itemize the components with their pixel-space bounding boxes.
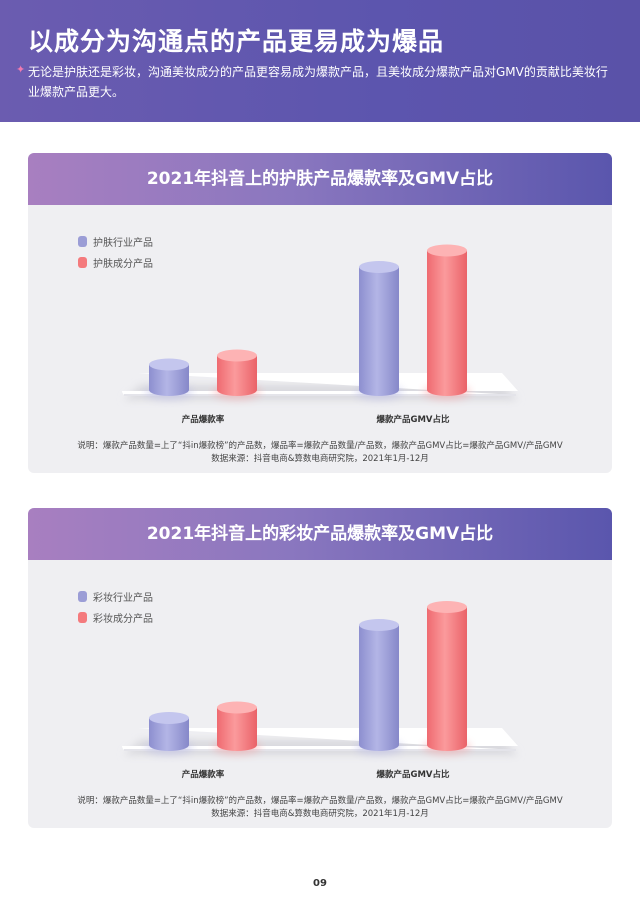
legend-label: 护肤成分产品 <box>93 259 153 270</box>
legend-swatch <box>78 591 87 602</box>
legend-item: 彩妆行业产品 <box>78 586 153 607</box>
page-number: 09 <box>313 878 327 889</box>
chart-legend: 彩妆行业产品 彩妆成分产品 <box>78 586 153 628</box>
x-tick-label: 爆款产品GMV占比 <box>376 414 450 425</box>
bar <box>427 250 467 396</box>
legend-label: 护肤行业产品 <box>93 238 153 249</box>
chart-svg: 产品爆款率 爆款产品GMV占比 <box>122 601 518 780</box>
page-header: 以成分为沟通点的产品更易成为爆品 ✦ 无论是护肤还是彩妆，沟通美妆成分的产品更容… <box>0 0 640 122</box>
x-tick-label: 产品爆款率 <box>182 414 225 425</box>
page-subtitle: 无论是护肤还是彩妆，沟通美妆成分的产品更容易成为爆款产品，且美妆成分爆款产品对G… <box>28 65 608 99</box>
bar-top <box>427 244 467 257</box>
chart-header: 2021年抖音上的彩妆产品爆款率及GMV占比 <box>28 508 612 560</box>
legend-swatch <box>78 236 87 247</box>
legend-item: 护肤成分产品 <box>78 252 153 273</box>
bar <box>359 625 399 751</box>
chart-header: 2021年抖音上的护肤产品爆款率及GMV占比 <box>28 153 612 205</box>
page-title: 以成分为沟通点的产品更易成为爆品 <box>28 27 445 56</box>
bar-top <box>217 349 257 362</box>
chart-title: 2021年抖音上的彩妆产品爆款率及GMV占比 <box>146 524 494 544</box>
chart-svg: 产品爆款率 爆款产品GMV占比 <box>122 244 518 425</box>
bar-top <box>149 358 189 371</box>
bar <box>149 364 189 396</box>
chart-note: 说明：爆款产品数量=上了“抖in爆款榜”的产品数，爆品率=爆款产品数量/产品数，… <box>77 796 563 806</box>
sparkle-icon: ✦ <box>16 63 26 76</box>
x-tick-label: 产品爆款率 <box>182 769 225 780</box>
x-tick-label: 爆款产品GMV占比 <box>376 769 450 780</box>
legend-swatch <box>78 257 87 268</box>
bar-top <box>359 261 399 273</box>
platform <box>122 728 518 750</box>
platform <box>122 373 518 395</box>
chart-note: 说明：爆款产品数量=上了“抖in爆款榜”的产品数，爆品率=爆款产品数量/产品数，… <box>77 441 563 451</box>
chart-source: 数据来源：抖音电商&算数电商研究院，2021年1月-12月 <box>211 454 429 464</box>
chart-source: 数据来源：抖音电商&算数电商研究院，2021年1月-12月 <box>211 809 429 819</box>
legend-item: 彩妆成分产品 <box>78 607 153 628</box>
bar-top <box>217 701 257 714</box>
bar <box>217 355 257 396</box>
bar-top <box>359 619 399 631</box>
bar <box>149 718 189 751</box>
legend-swatch <box>78 612 87 623</box>
chart-legend: 护肤行业产品 护肤成分产品 <box>78 231 153 273</box>
chart-title: 2021年抖音上的护肤产品爆款率及GMV占比 <box>146 169 494 189</box>
bar <box>217 707 257 751</box>
bar <box>359 267 399 396</box>
bar-top <box>149 712 189 724</box>
chart-panel-makeup: 2021年抖音上的彩妆产品爆款率及GMV占比 产品爆款率 爆款产品GMV占比 彩妆… <box>28 508 612 828</box>
legend-item: 护肤行业产品 <box>78 231 153 252</box>
chart-panel-skincare: 2021年抖音上的护肤产品爆款率及GMV占比 产品爆款率 爆款产品GMV占比 护肤… <box>28 153 612 473</box>
legend-label: 彩妆成分产品 <box>93 614 153 625</box>
bar <box>427 607 467 751</box>
bar-top <box>427 601 467 613</box>
legend-label: 彩妆行业产品 <box>93 593 153 604</box>
